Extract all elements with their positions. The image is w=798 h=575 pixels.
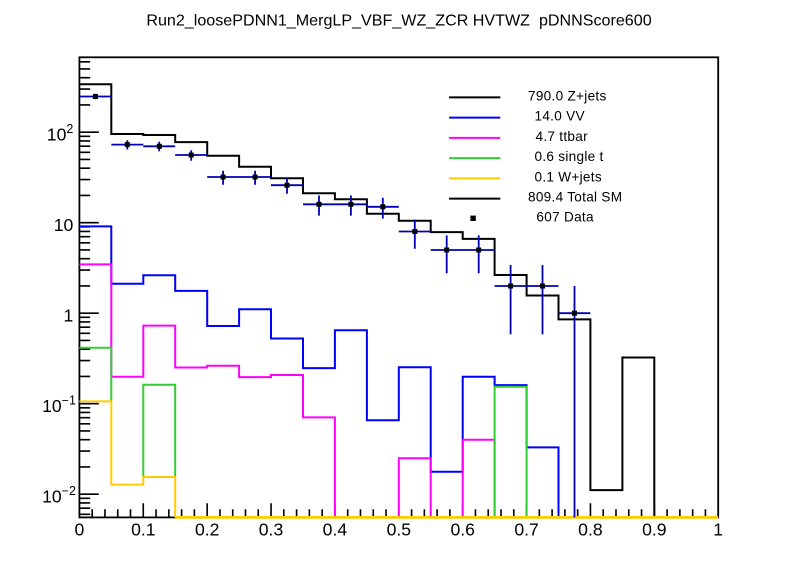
- svg-text:0.6: 0.6: [450, 519, 475, 539]
- svg-text:0.5: 0.5: [387, 519, 412, 539]
- svg-text:0.6 single t: 0.6 single t: [535, 149, 604, 164]
- svg-text:0.1 W+jets: 0.1 W+jets: [535, 169, 602, 184]
- svg-text:1: 1: [64, 306, 74, 326]
- svg-text:0.1: 0.1: [131, 519, 155, 539]
- svg-text:809.4 Total SM: 809.4 Total SM: [528, 190, 622, 205]
- svg-text:0.7: 0.7: [514, 519, 538, 539]
- svg-text:790.0 Z+jets: 790.0 Z+jets: [528, 88, 607, 103]
- svg-text:1: 1: [713, 519, 723, 539]
- svg-text:0.4: 0.4: [323, 519, 348, 539]
- svg-text:10: 10: [54, 215, 74, 235]
- svg-text:Run2_loosePDNN1_MergLP_VBF_WZ_: Run2_loosePDNN1_MergLP_VBF_WZ_ZCR HVTWZ …: [146, 11, 651, 29]
- svg-text:0.8: 0.8: [578, 519, 603, 539]
- svg-text:0.3: 0.3: [259, 519, 284, 539]
- svg-text:14.0 VV: 14.0 VV: [535, 109, 585, 124]
- svg-text:0.9: 0.9: [642, 519, 666, 539]
- svg-text:4.7 ttbar: 4.7 ttbar: [536, 129, 589, 144]
- svg-text:0.2: 0.2: [195, 519, 219, 539]
- svg-text:0: 0: [75, 519, 85, 539]
- svg-text:607 Data: 607 Data: [536, 210, 594, 225]
